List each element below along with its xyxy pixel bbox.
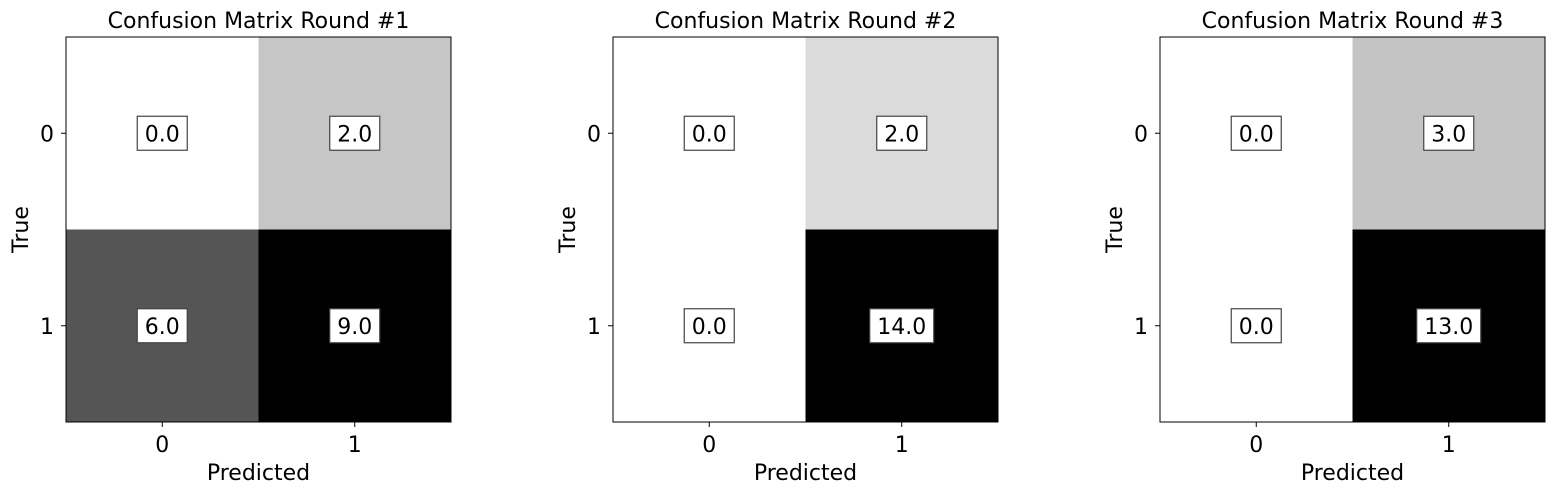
data-label-box <box>1416 308 1482 344</box>
chart-title: Confusion Matrix Round #1 <box>108 9 410 34</box>
data-label-box <box>683 115 735 151</box>
data-label: 2.0 <box>337 122 372 147</box>
data-label: 0.0 <box>1239 122 1274 147</box>
data-label-box <box>136 308 188 344</box>
x-tick-label: 1 <box>348 433 362 458</box>
plot-frame <box>1159 36 1546 423</box>
y-tick-label: 1 <box>587 315 601 340</box>
y-tick-label: 1 <box>1134 315 1148 340</box>
plot-frame <box>65 36 452 423</box>
chart-title: Confusion Matrix Round #3 <box>1202 9 1504 34</box>
data-label: 9.0 <box>337 315 372 340</box>
x-tick-label: 0 <box>1249 433 1263 458</box>
data-label-box <box>329 308 381 344</box>
data-label-box <box>1230 308 1282 344</box>
y-tick-label: 0 <box>1134 122 1148 147</box>
y-axis-label: True <box>9 206 34 254</box>
confusion-matrix-panel-2: Confusion Matrix Round #2 0.0 2.0 0.0 14.0 0 1… <box>556 9 999 486</box>
data-label: 0.0 <box>145 122 180 147</box>
y-axis-label: True <box>1103 206 1128 254</box>
data-label-box <box>136 115 188 151</box>
data-label: 14.0 <box>877 315 926 340</box>
data-label: 13.0 <box>1424 315 1473 340</box>
data-label: 0.0 <box>1239 315 1274 340</box>
x-axis-label: Predicted <box>1301 461 1404 486</box>
chart-title: Confusion Matrix Round #2 <box>655 9 957 34</box>
data-label-box <box>1230 115 1282 151</box>
x-axis-label: Predicted <box>754 461 857 486</box>
data-label: 0.0 <box>692 315 727 340</box>
data-label-box <box>869 308 935 344</box>
y-tick-label: 1 <box>40 315 54 340</box>
x-tick-label: 0 <box>702 433 716 458</box>
confusion-matrix-panel-1: Confusion Matrix Round #1 0.0 2.0 6.0 9.0 0 1 0… <box>9 9 452 486</box>
data-label-box <box>876 115 928 151</box>
y-axis-label: True <box>556 206 581 254</box>
x-tick-label: 0 <box>155 433 169 458</box>
x-tick-label: 1 <box>895 433 909 458</box>
y-tick-label: 0 <box>587 122 601 147</box>
x-tick-label: 1 <box>1442 433 1456 458</box>
x-axis-label: Predicted <box>207 461 310 486</box>
confusion-matrix-panel-3: Confusion Matrix Round #3 0.0 3.0 0.0 13.0 0 1… <box>1103 9 1546 486</box>
data-label: 2.0 <box>884 122 919 147</box>
plot-frame <box>612 36 999 423</box>
data-label-box <box>329 115 381 151</box>
data-label-box <box>683 308 735 344</box>
data-label: 3.0 <box>1431 122 1466 147</box>
data-label-box <box>1423 115 1475 151</box>
data-label: 6.0 <box>145 315 180 340</box>
y-tick-label: 0 <box>40 122 54 147</box>
data-label: 0.0 <box>692 122 727 147</box>
